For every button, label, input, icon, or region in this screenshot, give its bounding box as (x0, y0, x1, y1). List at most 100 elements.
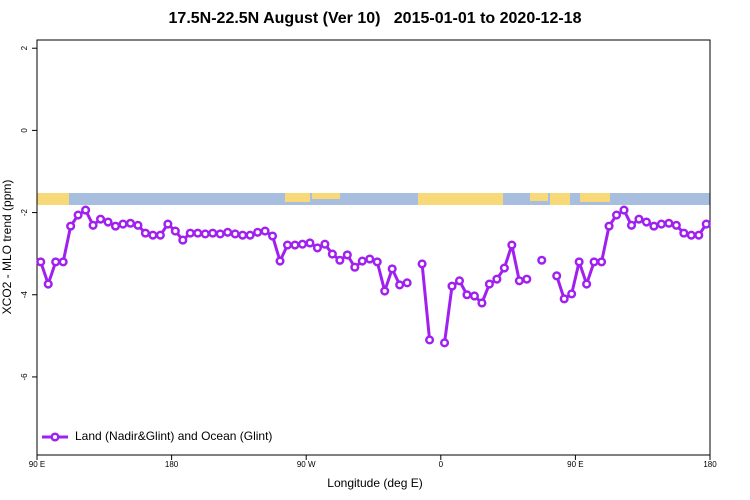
point (268, 231, 278, 241)
land-patch (580, 193, 610, 202)
point (51, 257, 61, 267)
point (574, 257, 584, 267)
point (230, 229, 240, 239)
land-patch (530, 193, 548, 201)
point (641, 217, 651, 227)
x-tick-label: 90 E (29, 460, 45, 469)
point (552, 271, 562, 281)
point (582, 279, 592, 289)
x-tick-label: 90 E (567, 460, 583, 469)
point (365, 254, 375, 264)
point (103, 217, 113, 227)
point (679, 228, 689, 238)
point (125, 218, 136, 228)
point (589, 257, 599, 267)
point (664, 218, 674, 228)
y-tick-label: -4 (20, 291, 29, 299)
legend-label: Land (Nadir&Glint) and Ocean (Glint) (75, 429, 272, 443)
point (701, 219, 711, 229)
point (694, 230, 704, 240)
point (507, 240, 517, 250)
point (686, 230, 696, 240)
point (290, 240, 300, 250)
point (462, 290, 472, 300)
point (185, 228, 195, 238)
point (402, 278, 412, 288)
point (597, 257, 607, 267)
point (36, 257, 46, 267)
point (238, 230, 248, 240)
land-patch (285, 193, 310, 202)
point (260, 226, 270, 236)
plot-frame (36, 39, 711, 456)
point (484, 279, 494, 289)
point (649, 221, 659, 231)
point (514, 276, 524, 286)
point (133, 220, 143, 230)
x-tick-label: 180 (165, 460, 179, 469)
point (335, 255, 345, 265)
point (499, 263, 509, 273)
point (417, 259, 427, 269)
y-tick-label: -2 (20, 208, 29, 216)
point (537, 255, 547, 265)
land-patch (550, 193, 570, 205)
land-patch (312, 193, 340, 199)
point (567, 289, 577, 299)
point (425, 335, 435, 345)
chart-title: 17.5N-22.5N August (Ver 10) 2015-01-01 t… (169, 10, 582, 27)
land-patch (418, 193, 503, 205)
point (66, 221, 76, 231)
point (626, 220, 637, 230)
point (148, 230, 158, 240)
point (477, 298, 487, 308)
x-tick-label: 0 (439, 460, 444, 469)
point (439, 338, 450, 348)
point (245, 230, 255, 240)
point (208, 228, 218, 238)
point (178, 235, 188, 245)
point (604, 221, 614, 231)
map-strip (37, 193, 710, 205)
point (656, 219, 666, 229)
point (312, 243, 322, 253)
y-axis-label: XCO2 - MLO trend (ppm) (0, 180, 14, 315)
point (282, 240, 293, 250)
point (140, 228, 150, 238)
point (275, 256, 285, 266)
point (253, 227, 263, 237)
point (342, 250, 352, 260)
point (454, 276, 465, 286)
y-tick-label: 2 (20, 45, 29, 50)
point (118, 219, 128, 229)
point (380, 286, 390, 296)
x-tick-label: 90 W (297, 460, 316, 469)
point (81, 205, 91, 215)
point (357, 256, 367, 266)
point (297, 239, 308, 249)
point (634, 214, 644, 224)
x-axis-label: Longitude (deg E) (327, 476, 422, 490)
y-tick-label: -6 (20, 373, 29, 381)
point (200, 229, 210, 239)
y-tick-label: 0 (20, 128, 29, 133)
point (215, 229, 225, 239)
point (395, 280, 405, 290)
point (58, 257, 68, 267)
point (350, 262, 360, 272)
point (320, 239, 330, 249)
legend-marker (50, 432, 60, 442)
point (611, 210, 622, 220)
x-tick-label: 180 (703, 460, 717, 469)
land-patch (37, 193, 69, 205)
point (559, 294, 569, 304)
point (327, 249, 337, 259)
point (96, 214, 106, 224)
point (170, 226, 180, 236)
point (671, 220, 681, 230)
point (155, 230, 165, 240)
point (88, 220, 98, 230)
point (447, 281, 457, 291)
point (43, 279, 53, 289)
